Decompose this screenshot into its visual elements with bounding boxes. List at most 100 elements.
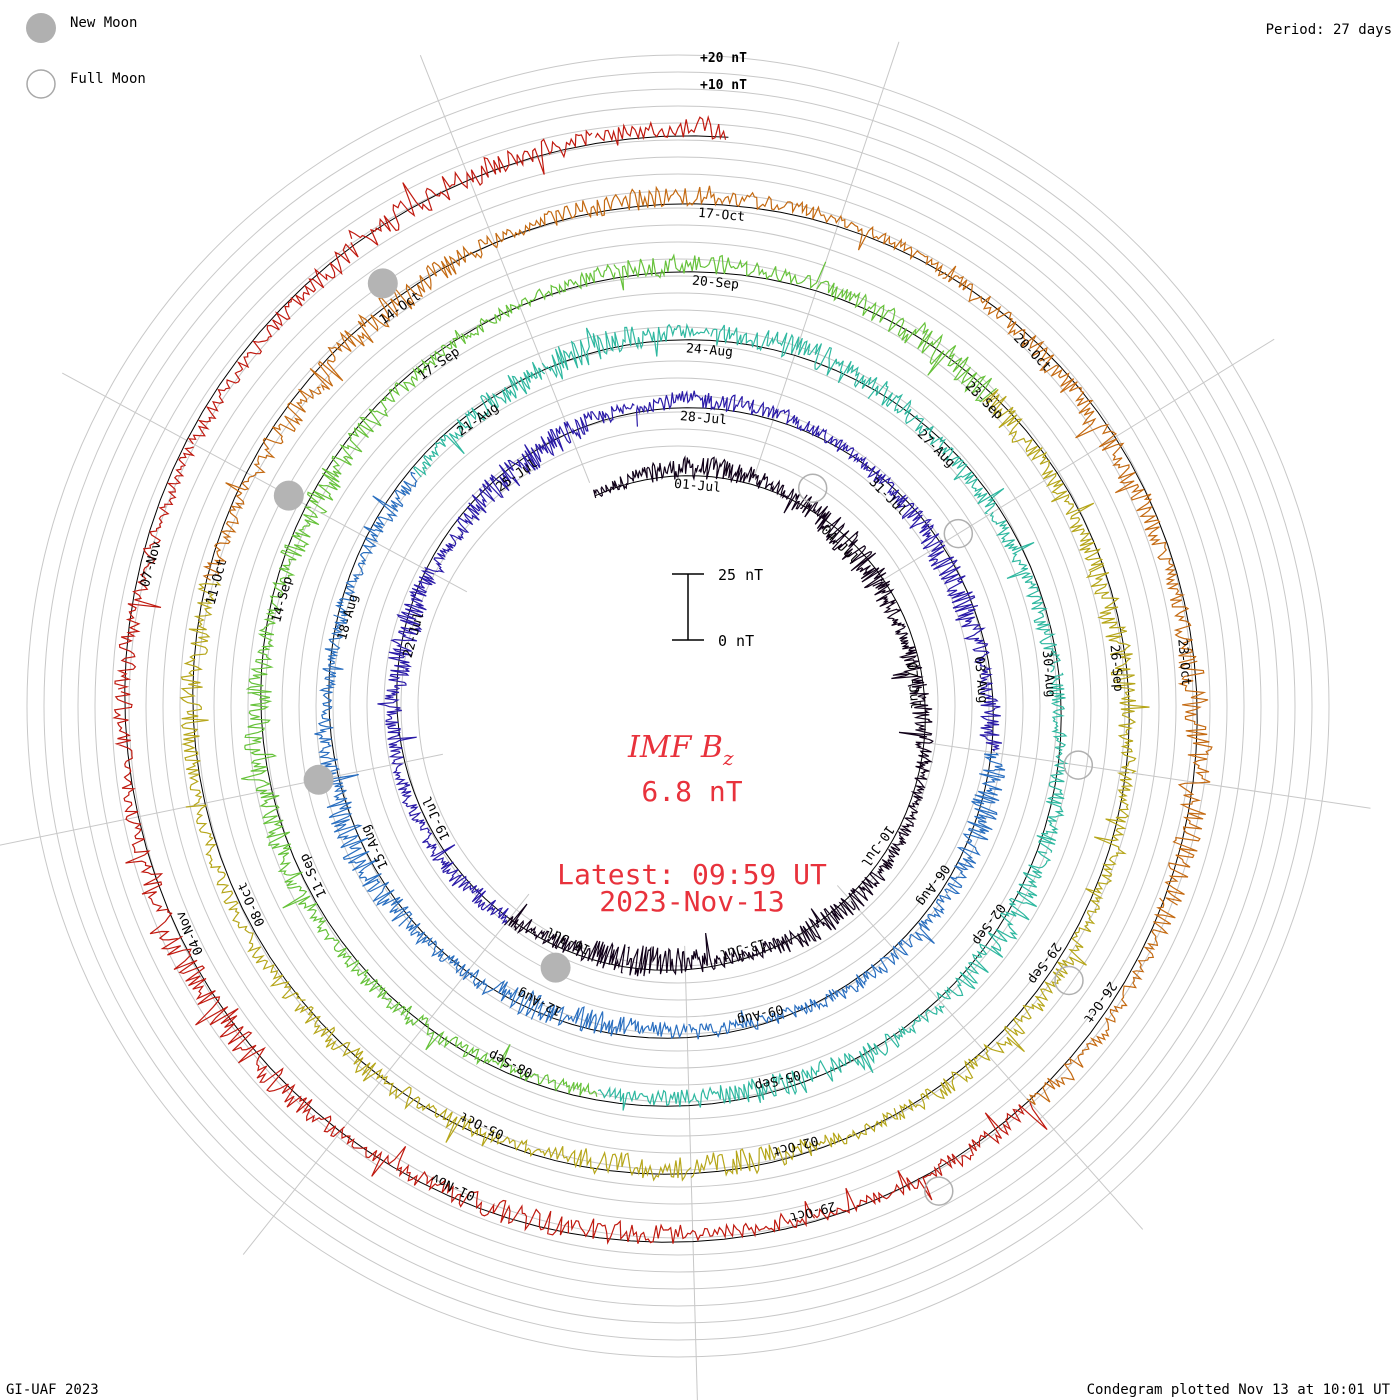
bz-trace-segment [425,1023,598,1097]
bz-trace-segment [341,1129,569,1236]
bz-trace-segment [348,129,593,246]
bz-trace-segment [1099,438,1197,664]
bz-trace-segment [1085,564,1150,774]
bz-trace-segment [955,608,1003,752]
bz-trace-segment [385,570,436,698]
bz-trace-segment [1164,660,1213,906]
bz-trace-segment [309,234,497,391]
bz-trace-segment [890,489,979,613]
bz-trace-segment [722,191,947,277]
bz-trace-segment [989,511,1061,673]
bz-trace-segment [160,935,345,1138]
new-moon-marker [367,268,398,299]
bz-trace-segment [942,265,1117,448]
grid-ring [417,445,939,967]
data-traces [112,114,1213,1245]
bz-trace-segment [898,971,1065,1120]
full-moon-marker [943,518,974,549]
grid-ring [26,54,1330,1358]
full-moon-legend-icon [26,69,56,99]
bz-trace-segment [774,408,895,495]
date-label: 24-Aug [685,341,733,360]
bz-trace-segment [114,446,196,690]
bz-trace-segment [202,386,322,581]
grid-ring [247,275,1109,1137]
grid-ring [145,173,1211,1239]
bz-trace-segment [867,381,1005,515]
bz-trace-segment [282,885,429,1026]
latest-date: 2023-Nov-13 [599,885,784,918]
full-moon-marker [1054,965,1084,996]
bz-trace-segment [698,456,808,514]
spoke-line [882,338,1275,581]
bz-trace-segment [635,390,778,427]
full-moon-marker [924,1176,954,1206]
moon-markers [273,268,1094,1206]
bz-trace-segment [626,932,746,977]
bz-trace-segment [479,1127,692,1182]
bz-trace-segment [187,242,359,445]
grid-ring [315,343,1041,1069]
bz-trace-segment [813,1102,1048,1221]
variable-title: IMF Bz [627,730,734,770]
bz-trace-segment [503,903,626,974]
bz-trace-segment [326,774,413,927]
full-moon-marker [1063,750,1094,780]
spoke-line [836,885,1144,1230]
date-labels: 01-Jul04-Jul07-Jul10-Jul13-Jul16-Jul19-J… [138,206,1193,1225]
bz-trace-segment [434,263,616,360]
bz-trace-segment [314,614,348,779]
spoke-line [242,893,530,1255]
grid-ring [264,292,1092,1120]
grid-ring [179,207,1177,1205]
date-label: 02-Sep [969,900,1008,947]
date-label: 28-Jul [679,409,727,428]
bz-trace-segment [848,800,920,911]
bz-trace-segment [241,692,303,887]
grid-ring [349,377,1007,1035]
bz-trace-segment [185,804,306,1002]
bz-trace-segment [690,1108,899,1179]
bz-trace-segment [112,691,178,941]
bz-trace-segment [778,1005,945,1096]
ring-label-10nt: +10 nT [700,78,747,93]
date-label: 06-Aug [913,861,952,908]
bz-trace-segment [800,496,887,589]
date-label: 03-Aug [971,656,990,704]
spoke-line [0,753,444,846]
full-moon-legend-label: Full Moon [70,71,146,87]
bz-trace-segment [743,897,856,961]
bz-trace-segment [944,752,1006,894]
date-label: 07-Jul [903,662,922,710]
bz-trace-segment [423,461,521,573]
bz-trace-segment [831,894,952,999]
scale-bar [672,573,704,641]
bz-trace-segment [179,581,222,806]
date-label: 10-Jul [857,822,896,869]
bz-trace-segment [334,471,418,616]
grid-ring [60,88,1296,1324]
bz-trace-segment [413,361,546,478]
new-moon-marker [540,952,571,983]
bz-trace-segment [982,389,1104,571]
date-label: 17-Oct [697,206,745,225]
new-moon-legend-icon [26,13,56,43]
grid-ring [281,309,1075,1103]
bz-trace-segment [1026,897,1176,1106]
latest-value: 6.8 nT [641,775,742,808]
footer-credit: GI-UAF 2023 [6,1382,99,1398]
grid-ring [230,258,1126,1154]
bz-trace-segment [898,683,934,802]
grid-ring [111,139,1245,1273]
bz-trace-segment [613,253,827,291]
grid-ring [383,411,973,1001]
spoke-line [419,54,591,484]
bz-trace-segment [245,506,320,694]
bz-trace-segment [570,1200,816,1245]
grid-ring [332,360,1024,1052]
ring-label-20nt: +20 nT [700,51,747,66]
bz-trace-segment [872,580,925,687]
bz-trace-segment [1055,772,1134,977]
bz-trace-segment [688,989,837,1040]
bz-trace-segment [420,823,509,925]
